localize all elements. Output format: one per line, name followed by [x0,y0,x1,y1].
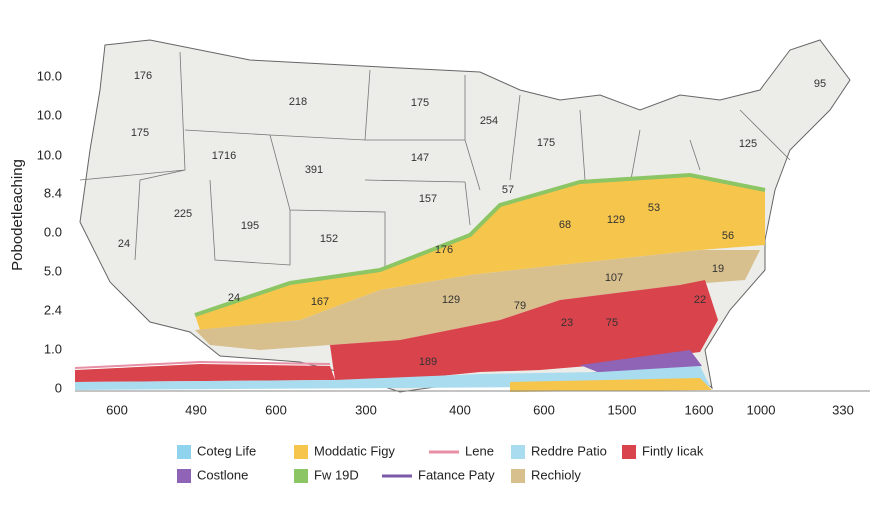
y-tick-label: 10.0 [37,68,62,83]
region-label: 129 [442,294,460,306]
x-tick-label: 1500 [608,402,637,417]
region-label: 24 [118,238,130,250]
legend-swatch [622,445,636,459]
region-label: 175 [537,137,555,149]
legend-label: Fintly Iicak [642,443,704,458]
legend-swatch [294,445,308,459]
region-label: 68 [559,219,571,231]
region-label: 56 [722,230,734,242]
legend-label: Coteg Life [197,443,256,458]
x-tick-label: 490 [185,402,207,417]
legend-swatch [511,445,525,459]
region-label: 176 [134,70,152,82]
legend-label: Costlone [197,467,248,482]
region-label: 107 [605,272,623,284]
region-label: 23 [561,317,573,329]
region-label: 167 [311,296,329,308]
x-tick-label: 600 [533,402,555,417]
region-label: 75 [606,317,618,329]
y-tick-label: 0.0 [44,224,62,239]
region-label: 125 [739,138,757,150]
band [195,175,765,330]
region-label: 19 [712,263,724,275]
legend-label: Fw 19D [314,467,359,482]
x-tick-label: 1000 [747,402,776,417]
region-label: 157 [419,193,437,205]
legend-label: Reddre Patio [531,443,607,458]
x-tick-label: 400 [449,402,471,417]
region-label: 176 [435,244,453,256]
region-label: 391 [305,164,323,176]
state-borders [79,51,791,280]
band-edge [194,172,766,317]
stripe [75,364,335,382]
region-label: 254 [480,115,498,127]
y-tick-label: 2.4 [44,302,62,317]
stripe [510,378,712,392]
y-tick-label: 5.0 [44,263,62,278]
region-label: 218 [289,96,307,108]
region-label: 175 [131,127,149,139]
region-label: 175 [411,97,429,109]
region-label: 24 [228,292,240,304]
region-label: 57 [502,184,514,196]
region-label: 129 [607,214,625,226]
region-label: 225 [174,208,192,220]
legend-label: Rechioly [531,467,581,482]
stripe [74,360,331,369]
legend-label: Lene [465,443,494,458]
region-label: 147 [411,152,429,164]
legend-swatch [177,445,191,459]
y-tick-label: 0 [55,380,62,395]
region-label: 79 [514,300,526,312]
y-tick-label: 10.0 [37,147,62,162]
y-tick-label: 10.0 [37,107,62,122]
band [330,280,718,380]
region-label: 195 [241,220,259,232]
y-axis-title: Pobodetleaching [9,159,26,271]
x-tick-label: 330 [832,402,854,417]
legend-swatch [177,469,191,483]
band [195,250,760,350]
band [580,350,702,373]
x-tick-label: 1600 [685,402,714,417]
legend-swatch [294,469,308,483]
region-label: 95 [814,78,826,90]
y-tick-label: 1.0 [44,341,62,356]
x-tick-label: 300 [355,402,377,417]
region-label: 189 [419,356,437,368]
x-tick-label: 600 [265,402,287,417]
legend-label: Moddatic Figy [314,443,395,458]
region-label: 53 [648,202,660,214]
x-tick-label: 600 [106,402,128,417]
legend-swatch [511,469,525,483]
legend-label: Fatance Paty [418,467,495,482]
y-tick-label: 8.4 [44,185,62,200]
region-label: 1716 [212,150,236,162]
region-label: 152 [320,233,338,245]
region-label: 22 [694,294,706,306]
